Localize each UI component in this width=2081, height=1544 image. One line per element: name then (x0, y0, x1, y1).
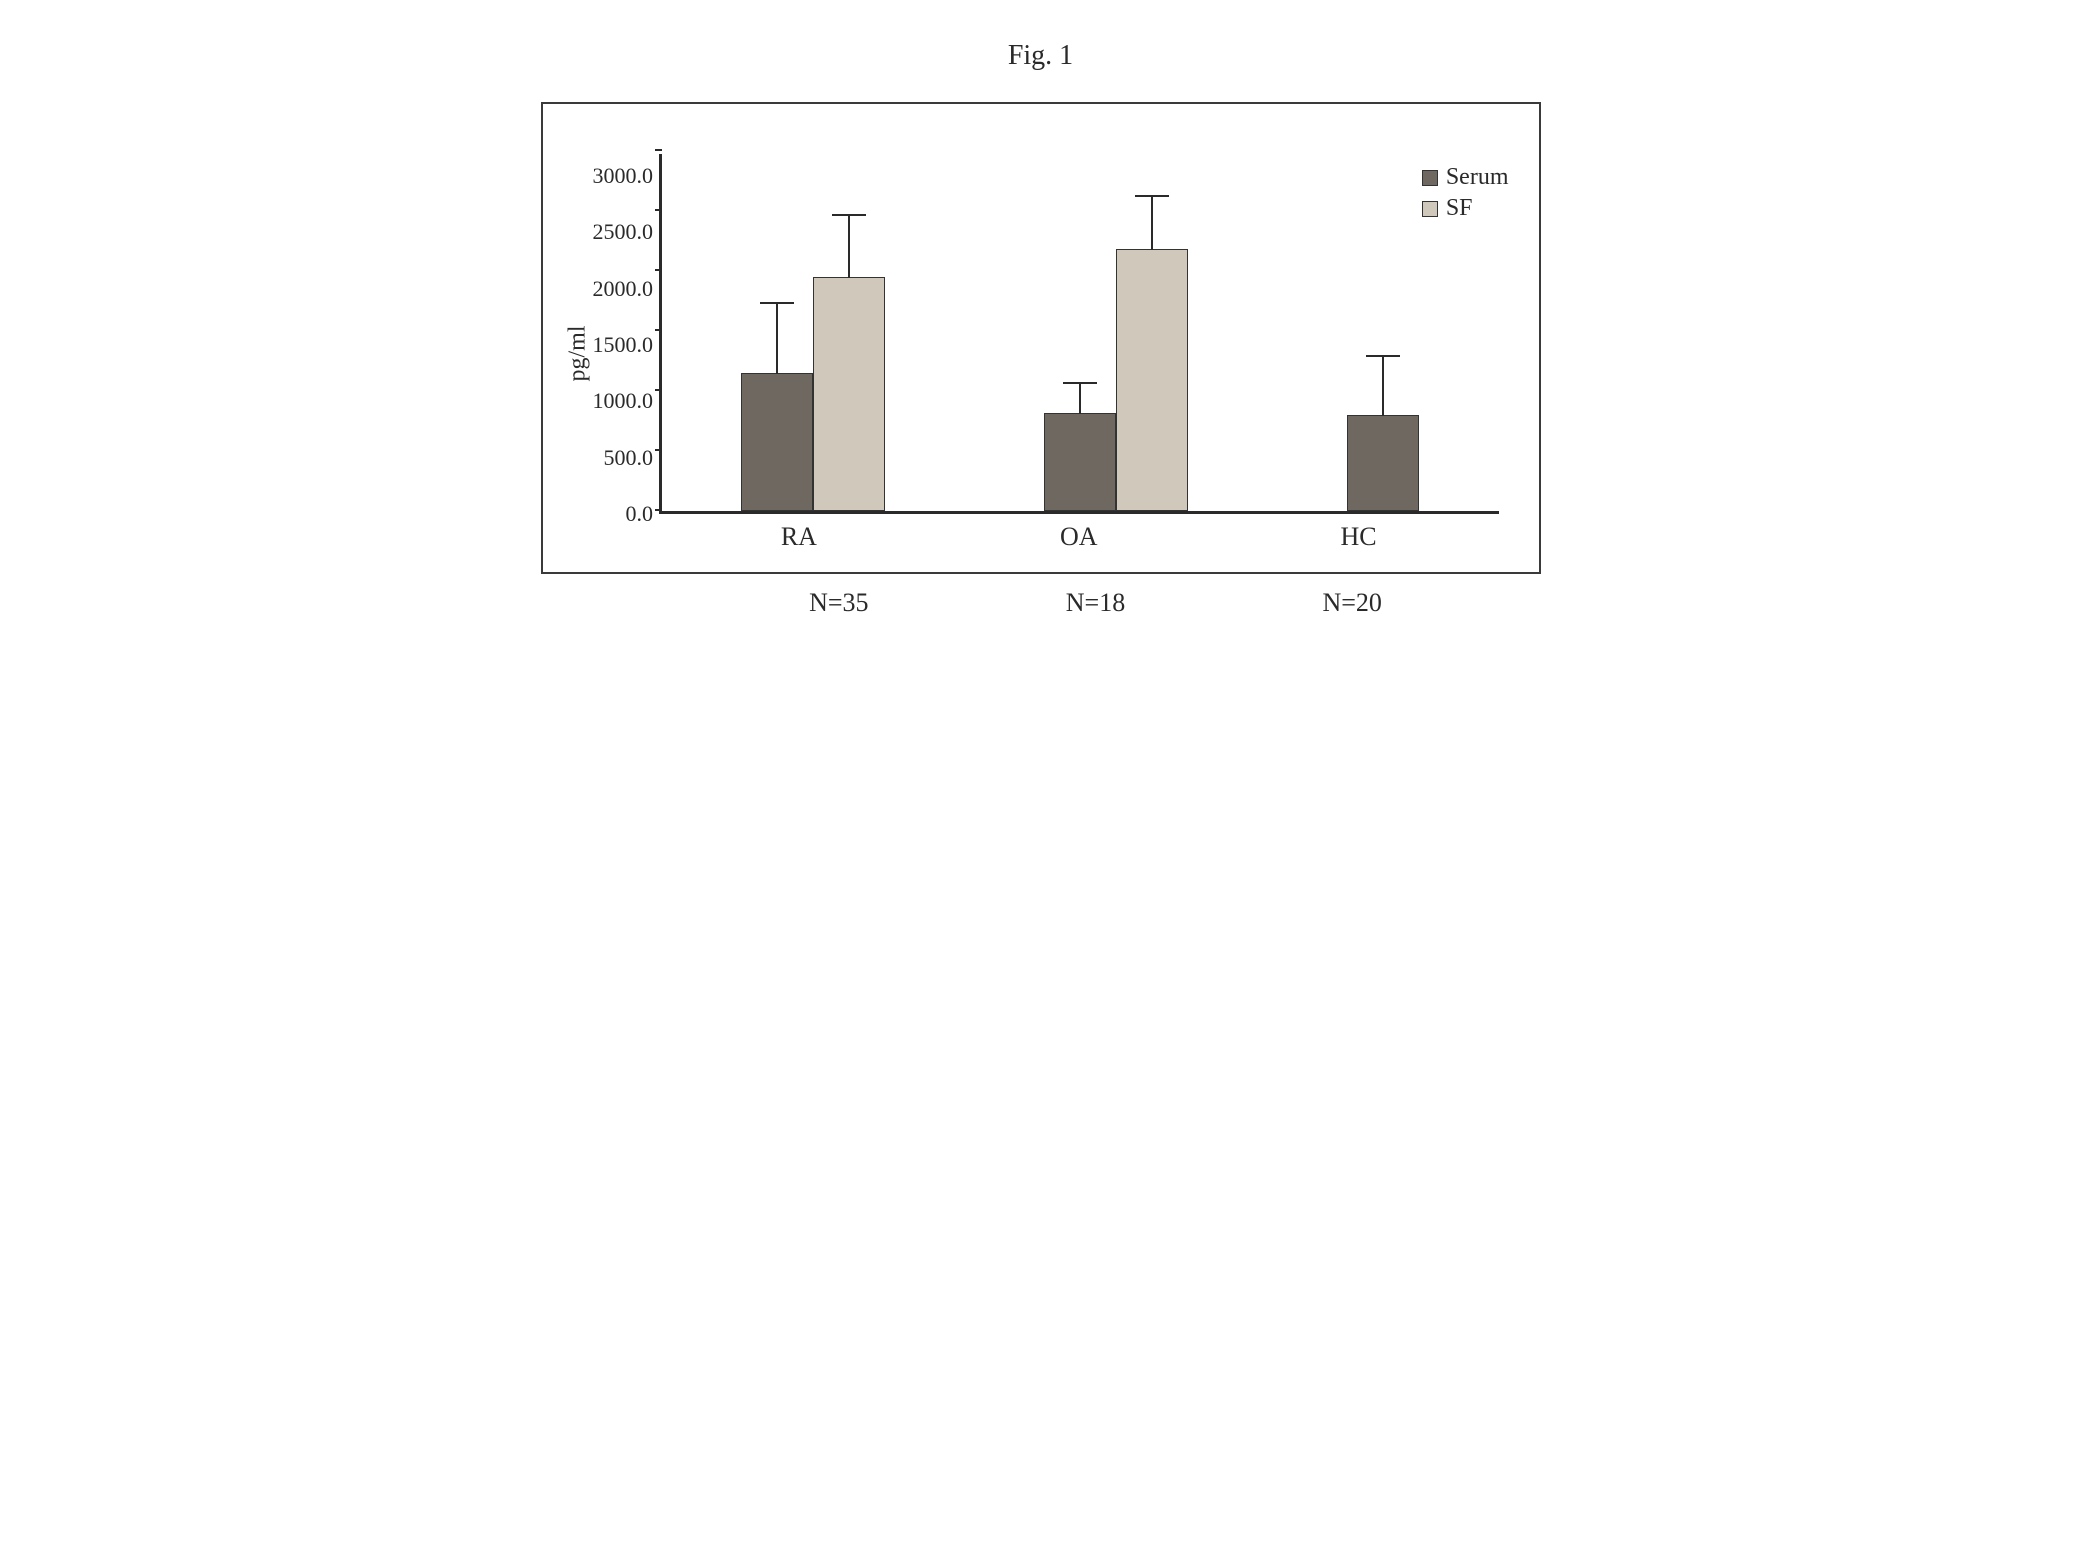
error-bar-cap (1063, 382, 1097, 384)
error-bar (1382, 355, 1384, 416)
bar-wrap (813, 277, 885, 511)
chart-frame: SerumSF pg/ml 3000.02500.02000.01500.010… (541, 102, 1541, 574)
y-tick-label: 2500.0 (593, 221, 654, 243)
y-tick-mark (655, 389, 662, 391)
y-tick-mark (655, 329, 662, 331)
bar-wrap (1044, 413, 1116, 511)
ylabel-column: pg/ml (563, 154, 593, 552)
bar (1347, 415, 1419, 511)
bar-wrap (1347, 415, 1419, 511)
bar-groups (662, 154, 1499, 511)
error-bar (848, 214, 850, 278)
bar-wrap (741, 373, 813, 511)
n-labels-row: N=35N=18N=20 (541, 588, 1541, 618)
y-tick-label: 2000.0 (593, 278, 654, 300)
y-tick-mark (655, 449, 662, 451)
error-bar-cap (832, 214, 866, 216)
bar (741, 373, 813, 511)
y-tick-mark (655, 509, 662, 511)
error-bar (1079, 382, 1081, 413)
error-bar-cap (1366, 355, 1400, 357)
n-label: N=20 (1224, 588, 1481, 618)
n-label: N=18 (967, 588, 1224, 618)
plot-column: RAOAHC (659, 154, 1499, 552)
y-tick-mark (655, 269, 662, 271)
y-tick-label: 0.0 (626, 503, 654, 525)
x-label: OA (939, 522, 1219, 552)
error-bar-cap (760, 302, 794, 304)
figure-title: Fig. 1 (1008, 40, 1073, 72)
x-label: RA (659, 522, 939, 552)
y-tick-label: 1500.0 (593, 334, 654, 356)
n-label: N=35 (711, 588, 968, 618)
bar-group (1347, 415, 1419, 511)
x-label: HC (1219, 522, 1499, 552)
bar (1044, 413, 1116, 511)
error-bar-cap (1135, 195, 1169, 197)
y-tick-mark (655, 209, 662, 211)
error-bar (1151, 195, 1153, 250)
plot-area (659, 154, 1499, 514)
y-tick-label: 3000.0 (593, 165, 654, 187)
bar-group (1044, 249, 1188, 511)
bar-group (741, 277, 885, 511)
bar (813, 277, 885, 511)
x-labels-row: RAOAHC (659, 522, 1499, 552)
bar (1116, 249, 1188, 511)
y-tick-label: 500.0 (604, 447, 654, 469)
y-tick-label: 1000.0 (593, 390, 654, 412)
bar-wrap (1116, 249, 1188, 511)
y-axis-label: pg/ml (564, 325, 591, 381)
error-bar (776, 302, 778, 374)
y-ticks: 3000.02500.02000.01500.01000.0500.00.0 (593, 154, 660, 514)
chart-body: pg/ml 3000.0 2500.0 2000.0 1500.0 1000.0 500.… (563, 154, 1499, 552)
y-tick-mark (655, 149, 662, 151)
